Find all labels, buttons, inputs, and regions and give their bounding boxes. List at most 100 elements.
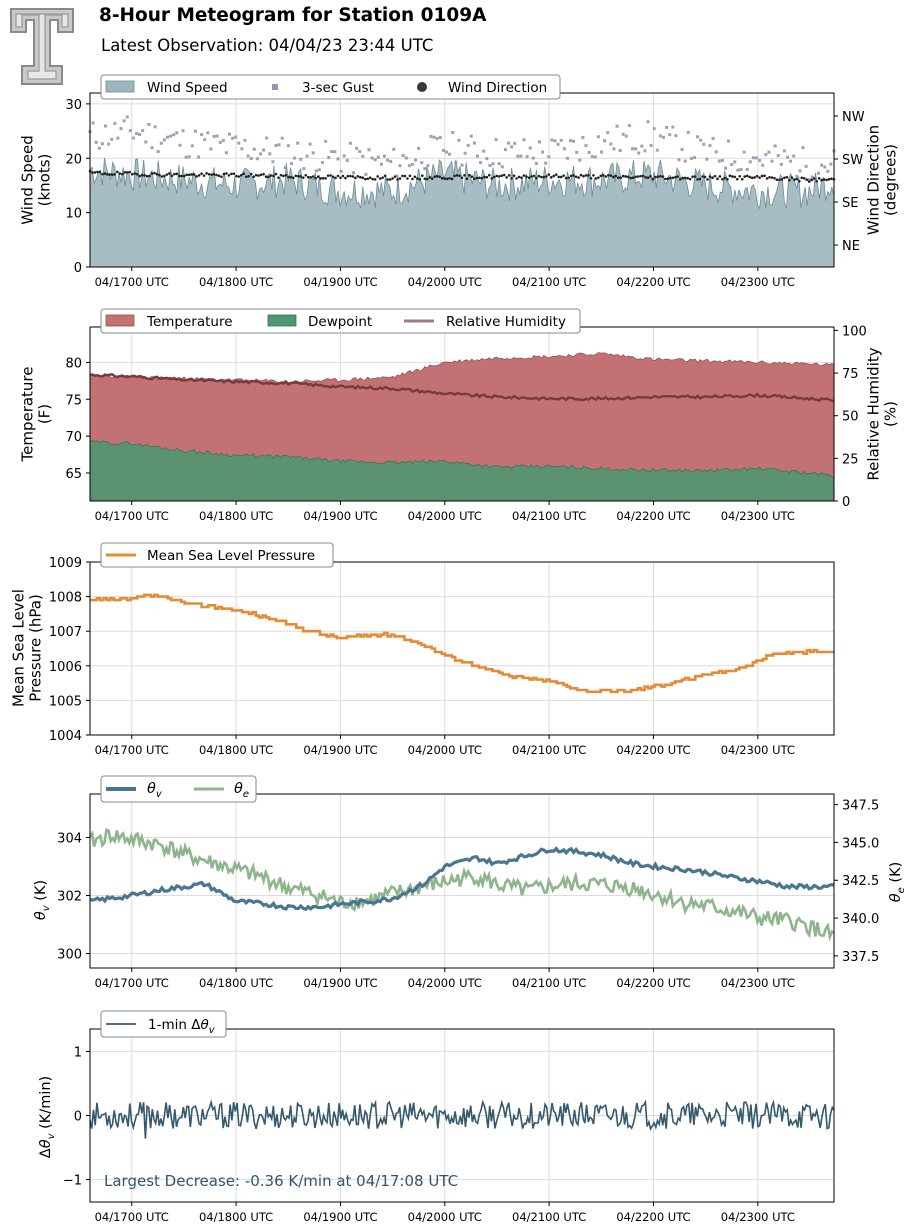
gust-point [497,162,501,166]
label-base: Δ [38,1148,54,1158]
wind-direction-point [599,174,603,178]
wind-direction-point [659,174,662,178]
wind-direction-point [443,177,446,180]
wind-direction-point [666,177,670,181]
wind-direction-point [760,174,764,178]
wind-direction-point [239,173,243,177]
x-tick-label: 04/2100 UTC [512,275,586,289]
x-tick-label: 04/2100 UTC [512,1210,586,1224]
gust-point [609,142,613,146]
gust-point [218,140,222,144]
gust-point [513,141,517,145]
x-tick-label: 04/2200 UTC [616,1210,690,1224]
label-unit: (K/min) [38,1076,54,1134]
gust-point [417,146,421,150]
wind-direction-point [644,176,647,179]
gust-point [696,135,700,139]
wind-direction-point [148,174,151,178]
wind-direction-point [334,176,337,180]
wind-direction-point [582,174,585,178]
gust-point [717,159,721,163]
wind-direction-point [706,178,709,181]
wind-direction-point [391,177,394,180]
y-tick-label: 70 [65,430,82,445]
wind-direction-point [135,172,139,176]
gust-point [305,154,309,158]
gust-point [237,141,241,145]
gust-point [277,143,281,147]
wind-direction-point [314,176,317,180]
axis-label-line: (degrees) [882,144,900,216]
gust-point [544,161,548,165]
wind-direction-point [93,171,97,174]
wind-direction-point [778,178,781,182]
gust-point [265,136,269,140]
wind-direction-point [492,175,496,179]
wind-direction-point [713,174,717,178]
gust-point [711,137,715,141]
gust-point [345,158,349,162]
gust-point [231,136,235,140]
wind-direction-point [738,174,742,178]
y-tick-label: 302 [57,890,82,905]
wind-direction-point [425,177,429,181]
panel-dtheta: 04/1700 UTC 04/1800 UTC 04/1900 UTC 04/2000… [38,1010,835,1224]
wind-direction-point [401,174,404,178]
theta-v-axis-label: θv (K) [33,880,52,920]
gust-point [776,154,780,158]
wind-direction-point [212,172,216,176]
wind-direction-point [182,174,186,178]
x-tick-label: 04/2300 UTC [721,275,795,289]
wind-direction-point [745,174,749,178]
wind-direction-point [584,174,588,177]
gust-point [578,158,582,162]
gust-point [286,144,290,148]
gust-point [516,154,520,158]
gust-point [255,157,259,161]
wind-direction-point [614,174,618,178]
gust-point [652,127,656,131]
label-base: θ [33,911,49,920]
y2-tick-label: 50 [842,410,859,425]
wind-direction-point [802,177,806,180]
wind-direction-point [743,175,747,178]
wind-direction-point [723,176,727,180]
gust-point [181,129,185,133]
axis-label-line: (F) [36,404,54,424]
gust-point [485,157,489,161]
wind-direction-point [473,177,476,181]
wind-direction-point [765,177,769,180]
wind-direction-point [252,175,255,179]
wind-direction-point [177,174,181,178]
gust-point [392,147,396,151]
gust-point [141,129,145,133]
panel-temperature: 04/1700 UTC 04/1800 UTC 04/1900 UTC 04/2000… [19,308,900,523]
wind-direction-point [150,172,154,175]
gust-point [339,169,343,173]
axis-label-line: Wind Speed [19,135,37,225]
gust-point [228,132,231,136]
wind-direction-point [805,178,809,182]
x-tick-label: 04/1700 UTC [95,509,169,523]
wind-direction-point [691,175,694,179]
wind-direction-point [378,177,382,180]
gust-point [234,135,238,139]
gust-point [395,174,399,178]
wind-direction-point [284,173,288,177]
wind-direction-point [515,177,518,180]
wind-direction-point [537,174,541,178]
wind-direction-point [683,176,687,180]
wind-direction-point [155,172,159,176]
axes-frame-pressure [89,561,835,736]
wind-direction-point [158,173,161,177]
wind-direction-point [629,176,632,180]
legend-box [100,74,561,100]
gust-point [677,158,681,162]
wind-direction-point [272,174,275,178]
wind-direction-point [681,176,685,180]
wind-direction-point [830,177,833,180]
axes-frame-theta [89,793,835,969]
wind-direction-point [359,175,362,179]
gust-point [569,139,572,143]
gust-point [820,163,824,167]
